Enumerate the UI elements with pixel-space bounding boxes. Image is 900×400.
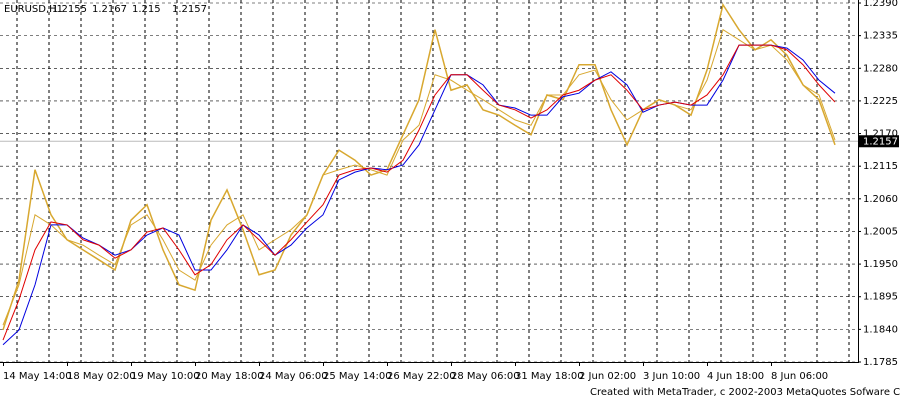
y-tick-label: 1.2170 bbox=[863, 129, 898, 140]
y-tick-label: 1.1950 bbox=[863, 259, 898, 270]
x-tick-label: 28 May 06:00 bbox=[451, 371, 520, 382]
series-line bbox=[2, 44, 836, 346]
x-tick-label: 26 May 22:00 bbox=[387, 371, 456, 382]
x-tick-label: 20 May 18:00 bbox=[195, 371, 264, 382]
y-tick-label: 1.1840 bbox=[863, 324, 898, 335]
x-tick-label: 19 May 10:00 bbox=[131, 371, 200, 382]
y-tick-label: 1.2225 bbox=[863, 96, 898, 107]
x-tick-label: 24 May 06:00 bbox=[259, 371, 328, 382]
y-tick-label: 1.2280 bbox=[863, 63, 898, 74]
series-line bbox=[2, 2, 836, 331]
current-price-label: 1.2157 bbox=[863, 136, 898, 147]
y-tick-label: 1.1895 bbox=[863, 292, 898, 303]
y-tick-label: 1.2005 bbox=[863, 226, 898, 237]
y-tick-label: 1.2115 bbox=[863, 161, 898, 172]
ohlc-value: 1.2155 bbox=[52, 4, 87, 15]
ohlc-value: 1.2167 bbox=[92, 4, 127, 15]
current-price-box bbox=[859, 135, 899, 148]
x-tick-label: 31 May 18:00 bbox=[515, 371, 584, 382]
y-tick-label: 1.2390 bbox=[863, 0, 898, 9]
chart-title: EURUSD,H1 bbox=[4, 4, 63, 15]
x-tick-label: 25 May 14:00 bbox=[323, 371, 392, 382]
y-tick-label: 1.2335 bbox=[863, 31, 898, 42]
x-tick-label: 18 May 02:00 bbox=[67, 371, 136, 382]
y-tick-label: 1.2060 bbox=[863, 194, 898, 205]
ohlc-value: 1.215 bbox=[132, 4, 161, 15]
x-tick-label: 3 Jun 10:00 bbox=[643, 371, 700, 382]
x-tick-label: 2 Jun 02:00 bbox=[579, 371, 636, 382]
footer: Created with MetaTrader, c 2002-2003 Met… bbox=[590, 387, 900, 398]
x-tick-label: 4 Jun 18:00 bbox=[707, 371, 764, 382]
y-tick-label: 1.1785 bbox=[863, 357, 898, 368]
x-tick-label: 8 Jun 06:00 bbox=[771, 371, 828, 382]
series-line bbox=[2, 44, 836, 341]
ohlc-value: 1.2157 bbox=[172, 4, 207, 15]
x-tick-label: 14 May 14:00 bbox=[3, 371, 72, 382]
